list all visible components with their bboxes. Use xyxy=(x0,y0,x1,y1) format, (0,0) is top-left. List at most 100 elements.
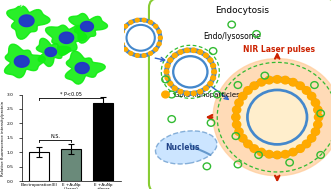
Text: Gold nanoparticles: Gold nanoparticles xyxy=(174,91,240,98)
Circle shape xyxy=(154,24,158,28)
Circle shape xyxy=(296,82,304,90)
Circle shape xyxy=(168,81,173,86)
Text: N.S.: N.S. xyxy=(50,134,60,139)
Circle shape xyxy=(172,53,177,58)
Bar xyxy=(61,149,81,181)
Polygon shape xyxy=(45,25,87,56)
Polygon shape xyxy=(80,21,93,32)
Polygon shape xyxy=(45,47,57,57)
Circle shape xyxy=(149,20,153,24)
Circle shape xyxy=(191,48,196,53)
Circle shape xyxy=(302,87,310,94)
Ellipse shape xyxy=(156,131,217,164)
Circle shape xyxy=(265,150,273,158)
Circle shape xyxy=(165,76,170,80)
Circle shape xyxy=(289,148,297,156)
Circle shape xyxy=(311,128,319,136)
Circle shape xyxy=(265,76,273,84)
Text: Endocytosis: Endocytosis xyxy=(215,6,269,15)
Circle shape xyxy=(244,140,252,148)
Circle shape xyxy=(311,99,319,106)
Bar xyxy=(29,152,49,181)
Text: * P<0.05: * P<0.05 xyxy=(60,92,82,97)
Circle shape xyxy=(166,50,214,94)
Circle shape xyxy=(257,148,265,156)
Circle shape xyxy=(168,58,173,62)
Circle shape xyxy=(165,64,170,68)
Circle shape xyxy=(185,91,189,95)
Circle shape xyxy=(236,79,318,155)
Circle shape xyxy=(149,52,153,55)
Circle shape xyxy=(121,20,160,56)
Circle shape xyxy=(307,92,316,100)
Circle shape xyxy=(198,89,203,94)
Circle shape xyxy=(178,89,183,94)
Polygon shape xyxy=(75,63,89,74)
Circle shape xyxy=(142,54,146,57)
Circle shape xyxy=(232,121,241,128)
Circle shape xyxy=(232,113,240,121)
Circle shape xyxy=(273,151,281,159)
Circle shape xyxy=(135,18,139,22)
Circle shape xyxy=(235,99,243,106)
Circle shape xyxy=(124,48,127,51)
Circle shape xyxy=(120,30,124,33)
Circle shape xyxy=(281,76,289,84)
Circle shape xyxy=(232,106,241,114)
Circle shape xyxy=(296,145,304,152)
Circle shape xyxy=(157,42,161,46)
Polygon shape xyxy=(7,5,50,39)
Circle shape xyxy=(198,50,203,54)
Circle shape xyxy=(281,150,289,158)
Circle shape xyxy=(204,86,208,90)
Circle shape xyxy=(273,76,281,83)
Text: NIR Laser pulses: NIR Laser pulses xyxy=(243,45,315,54)
Circle shape xyxy=(314,106,322,114)
Circle shape xyxy=(129,20,133,24)
Circle shape xyxy=(158,36,162,40)
Circle shape xyxy=(162,91,169,98)
Circle shape xyxy=(208,58,213,62)
Circle shape xyxy=(172,86,177,90)
Circle shape xyxy=(307,134,316,142)
Circle shape xyxy=(164,70,169,74)
Circle shape xyxy=(235,128,243,136)
Circle shape xyxy=(211,64,215,68)
Bar xyxy=(93,103,113,181)
Polygon shape xyxy=(14,56,29,67)
Polygon shape xyxy=(19,15,34,27)
Circle shape xyxy=(244,87,252,94)
Polygon shape xyxy=(36,38,71,67)
Circle shape xyxy=(185,48,189,53)
Polygon shape xyxy=(65,51,105,84)
Circle shape xyxy=(119,36,123,40)
Circle shape xyxy=(129,52,133,55)
Circle shape xyxy=(257,78,265,86)
Circle shape xyxy=(204,53,208,58)
Circle shape xyxy=(302,140,310,148)
Circle shape xyxy=(250,82,259,90)
FancyBboxPatch shape xyxy=(149,0,331,189)
Circle shape xyxy=(191,91,196,95)
Polygon shape xyxy=(69,13,108,43)
Circle shape xyxy=(213,59,331,176)
Circle shape xyxy=(135,54,139,57)
Circle shape xyxy=(250,145,259,152)
Circle shape xyxy=(178,50,183,54)
Circle shape xyxy=(208,81,213,86)
Circle shape xyxy=(120,42,124,46)
Circle shape xyxy=(142,18,146,22)
Circle shape xyxy=(239,134,247,142)
Circle shape xyxy=(212,70,216,74)
Circle shape xyxy=(124,24,127,28)
Polygon shape xyxy=(59,32,73,43)
Circle shape xyxy=(154,48,158,51)
Circle shape xyxy=(314,113,323,121)
Text: Nucleus: Nucleus xyxy=(165,143,199,152)
Text: Endo/lysosome: Endo/lysosome xyxy=(203,32,260,41)
Circle shape xyxy=(289,78,297,86)
Text: Electroporation+AuNp+laser: Electroporation+AuNp+laser xyxy=(4,3,75,7)
Circle shape xyxy=(314,121,322,128)
Circle shape xyxy=(211,76,215,80)
Polygon shape xyxy=(5,44,45,78)
